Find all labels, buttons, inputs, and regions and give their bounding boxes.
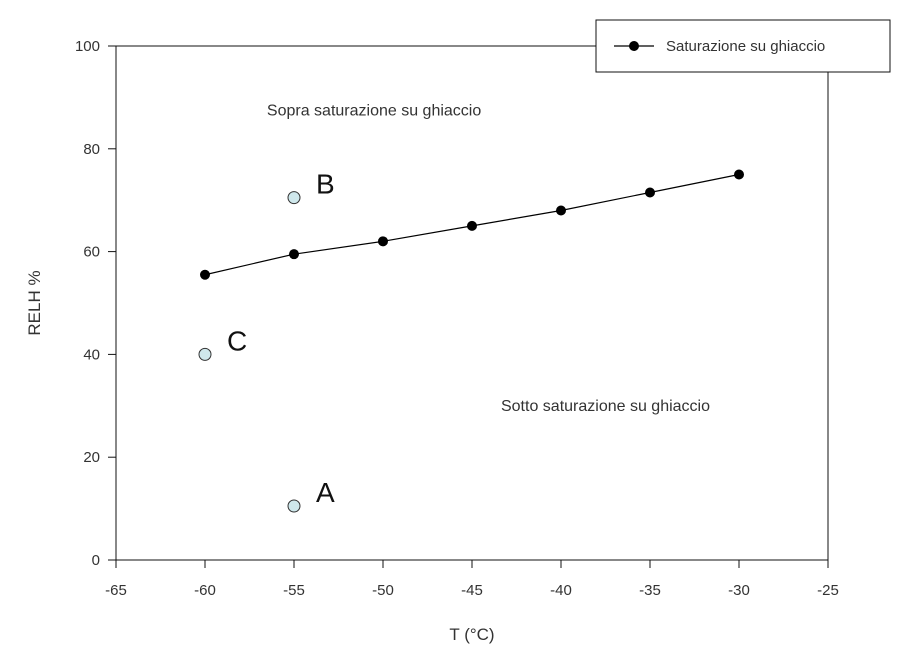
- y-tick-label: 40: [83, 346, 100, 363]
- series-point: [200, 269, 210, 280]
- x-tick-label: -60: [194, 582, 216, 599]
- x-axis: -65 -60 -55 -50 -45 -40 -35 -30 -25: [105, 560, 839, 599]
- point-label-b: B: [316, 169, 335, 200]
- x-tick-label: -25: [817, 582, 839, 599]
- region-annotation: Sotto saturazione su ghiaccio: [501, 398, 710, 415]
- series-layer: [200, 169, 744, 280]
- point-label-c: C: [227, 325, 247, 356]
- y-tick-label: 80: [83, 141, 100, 158]
- region-annotations: Sopra saturazione su ghiaccio Sotto satur…: [267, 102, 710, 415]
- y-tick-label: 0: [92, 552, 100, 569]
- point-a: [287, 499, 301, 513]
- legend: Saturazione su ghiaccio: [595, 19, 891, 73]
- legend-marker-sample: [629, 41, 639, 51]
- y-axis-label: RELH %: [25, 270, 44, 335]
- x-tick-label: -55: [283, 582, 305, 599]
- x-tick-label: -50: [372, 582, 394, 599]
- series-point: [556, 205, 566, 216]
- y-axis: 0 20 40 60 80 100: [75, 38, 116, 569]
- legend-entry-label: Saturazione su ghiaccio: [666, 38, 825, 55]
- x-tick-label: -35: [639, 582, 661, 599]
- x-tick-label: -30: [728, 582, 750, 599]
- point-c: [198, 347, 212, 361]
- series-point: [378, 236, 388, 247]
- x-tick-label: -40: [550, 582, 572, 599]
- y-tick-label: 60: [83, 244, 100, 261]
- series-point: [645, 187, 655, 198]
- region-annotation: Sopra saturazione su ghiaccio: [267, 102, 481, 119]
- x-tick-label: -65: [105, 582, 127, 599]
- labeled-points-layer: A B C: [198, 169, 335, 513]
- x-tick-label: -45: [461, 582, 483, 599]
- plot-frame: [115, 45, 829, 561]
- y-tick-label: 100: [75, 38, 100, 55]
- series-point: [289, 249, 299, 260]
- y-tick-label: 20: [83, 449, 100, 466]
- point-b: [287, 191, 301, 205]
- series-point: [467, 220, 477, 231]
- x-axis-label: T (°C): [449, 625, 494, 644]
- series-point: [734, 169, 744, 180]
- point-label-a: A: [316, 477, 335, 508]
